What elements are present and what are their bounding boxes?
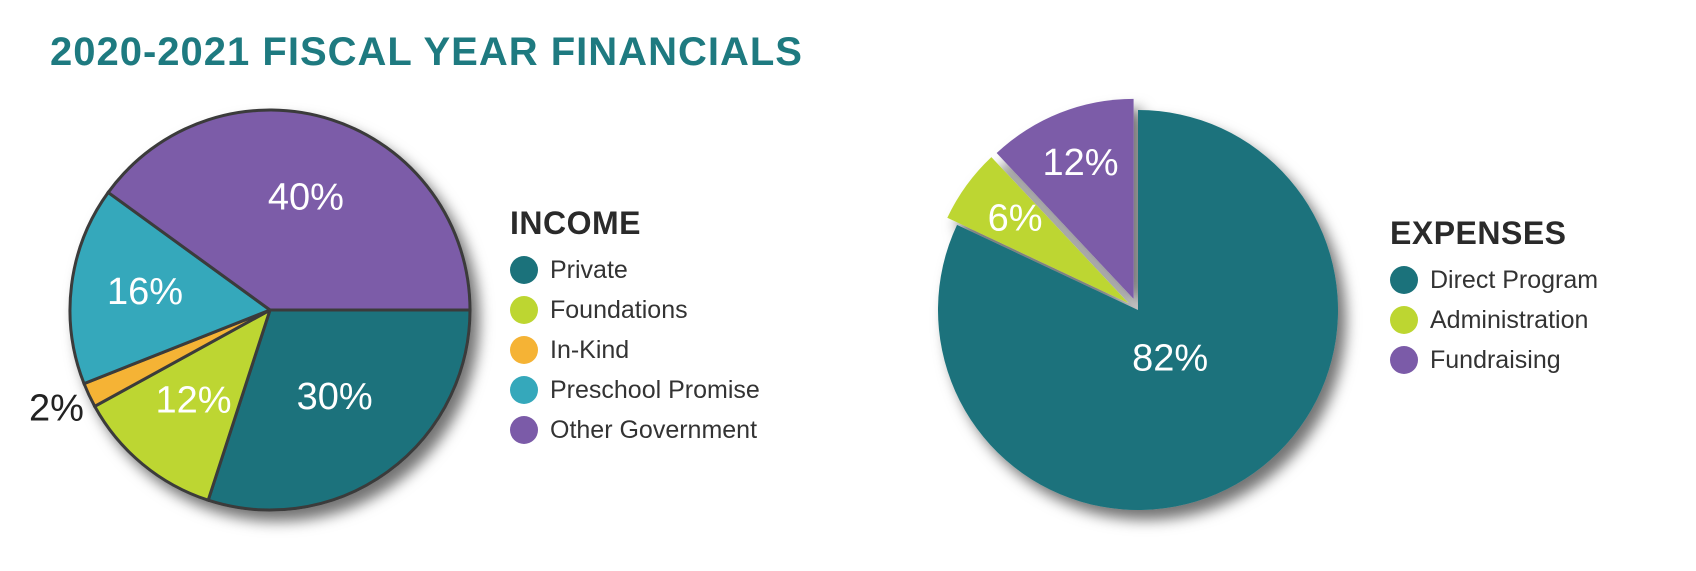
expenses-label-administration: 6% <box>988 198 1043 240</box>
income-label-in-kind: 2% <box>29 388 84 430</box>
income-legend-title: INCOME <box>510 205 641 241</box>
expenses-legend-item-administration: Administration <box>1390 300 1598 340</box>
expenses-slice-administration <box>947 157 1129 303</box>
expenses-legend-label-administration: Administration <box>1430 305 1589 334</box>
income-legend-item-preschool-promise: Preschool Promise <box>510 370 760 410</box>
income-legend-label-preschool-promise: Preschool Promise <box>550 375 760 404</box>
expenses-label-direct-program: 82% <box>1132 338 1208 380</box>
income-slice-preschool-promise <box>68 190 274 386</box>
expenses-slice-direct-program <box>938 110 1338 510</box>
expenses-legend-label-fundraising: Fundraising <box>1430 345 1561 374</box>
expenses-legend-item-fundraising: Fundraising <box>1390 340 1598 380</box>
income-legend: INCOME Private Foundations In-Kind Preschoo… <box>510 205 760 450</box>
income-legend-swatch-private <box>510 256 538 284</box>
income-label-other-government: 40% <box>268 177 344 219</box>
income-label-preschool-promise: 16% <box>107 271 183 313</box>
income-legend-item-foundations: Foundations <box>510 290 760 330</box>
income-legend-swatch-in-kind <box>510 336 538 364</box>
income-legend-item-other-government: Other Government <box>510 410 760 450</box>
expenses-legend: EXPENSES Direct Program Administration Fun… <box>1390 215 1598 380</box>
income-legend-label-private: Private <box>550 255 628 284</box>
income-legend-swatch-other-government <box>510 416 538 444</box>
income-label-foundations: 12% <box>155 379 231 421</box>
expenses-legend-label-direct-program: Direct Program <box>1430 265 1599 294</box>
income-slice-other-government <box>106 108 472 312</box>
income-legend-label-foundations: Foundations <box>550 295 688 324</box>
income-label-private: 30% <box>297 376 373 418</box>
expenses-label-fundraising: 12% <box>1043 142 1119 184</box>
page-title: 2020-2021 FISCAL YEAR FINANCIALS <box>50 30 803 74</box>
expenses-legend-item-direct-program: Direct Program <box>1390 260 1598 300</box>
income-legend-item-private: Private <box>510 250 760 290</box>
income-legend-swatch-preschool-promise <box>510 376 538 404</box>
income-legend-label-other-government: Other Government <box>550 415 758 444</box>
expenses-legend-swatch-administration <box>1390 306 1418 334</box>
income-legend-label-in-kind: In-Kind <box>550 335 630 364</box>
expenses-legend-swatch-fundraising <box>1390 346 1418 374</box>
expenses-slice-fundraising <box>996 98 1134 299</box>
income-legend-item-in-kind: In-Kind <box>510 330 760 370</box>
income-slice-private <box>206 308 472 512</box>
income-legend-swatch-foundations <box>510 296 538 324</box>
expenses-legend-swatch-direct-program <box>1390 266 1418 294</box>
income-slice-foundations <box>92 306 273 503</box>
expenses-legend-title: EXPENSES <box>1390 215 1567 251</box>
